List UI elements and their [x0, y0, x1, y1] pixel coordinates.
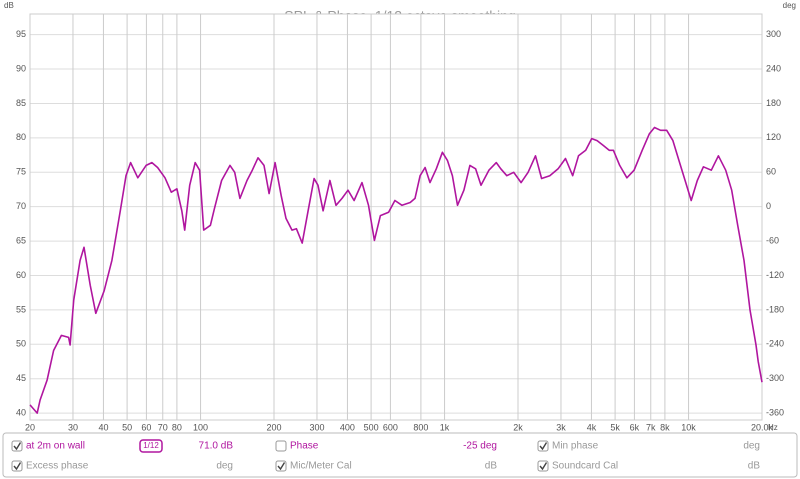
- checkmark: [13, 462, 22, 471]
- x-tick-label: 300: [309, 422, 324, 432]
- x-tick-label: 100: [193, 422, 208, 432]
- x-tick-label: 60: [141, 422, 151, 432]
- y2-unit: deg: [783, 1, 796, 10]
- smoothing-button[interactable]: [139, 439, 163, 453]
- checkbox[interactable]: [275, 440, 287, 452]
- y-tick-label: 50: [16, 339, 26, 349]
- y-tick-label: 95: [16, 29, 26, 39]
- y2-tick-label: 120: [766, 132, 781, 142]
- item-label: at 2m on wall: [26, 441, 85, 452]
- y-tick-label: 85: [16, 98, 26, 108]
- x-tick-label: 10k: [681, 422, 696, 432]
- y2-tick-label: -300: [766, 373, 784, 383]
- x-tick-label: 2k: [513, 422, 523, 432]
- y2-tick-label: 0: [766, 201, 771, 211]
- x-tick-label: 500: [364, 422, 379, 432]
- x-tick-label: 7k: [646, 422, 656, 432]
- checkmark: [277, 462, 286, 471]
- x-tick-label: 4k: [587, 422, 597, 432]
- item-value: deg: [743, 441, 760, 452]
- y-tick-label: 60: [16, 270, 26, 280]
- item-value: 71.0 dB: [199, 441, 234, 452]
- plot-area: [29, 13, 763, 421]
- x-unit: Hz: [768, 423, 778, 432]
- x-tick-label: 80: [172, 422, 182, 432]
- y-tick-label: 90: [16, 63, 26, 73]
- item-value: deg: [216, 461, 233, 472]
- item-label: Mic/Meter Cal: [290, 461, 352, 472]
- x-tick-label: 5k: [610, 422, 620, 432]
- x-tick-label: 400: [340, 422, 355, 432]
- x-tick-label: 200: [266, 422, 281, 432]
- y2-tick-label: -120: [766, 270, 784, 280]
- y2-tick-label: 60: [766, 167, 776, 177]
- y2-tick-label: 300: [766, 29, 781, 39]
- y2-tick-label: -180: [766, 304, 784, 314]
- y-tick-label: 45: [16, 373, 26, 383]
- y-tick-label: 55: [16, 304, 26, 314]
- item-label: Excess phase: [26, 461, 89, 472]
- control-panel: [2, 432, 798, 478]
- x-tick-label: 50: [122, 422, 132, 432]
- x-tick-label: 8k: [660, 422, 670, 432]
- item-value: -25 deg: [463, 441, 497, 452]
- y-tick-label: 75: [16, 167, 26, 177]
- x-tick-label: 1k: [440, 422, 450, 432]
- y-tick-label: 65: [16, 235, 26, 245]
- item-value: dB: [485, 461, 498, 472]
- checkmark: [539, 442, 548, 451]
- item-value: dB: [748, 461, 761, 472]
- y-tick-label: 40: [16, 407, 26, 417]
- x-tick-label: 20: [25, 422, 35, 432]
- x-tick-label: 30: [68, 422, 78, 432]
- x-tick-label: 70: [158, 422, 168, 432]
- y-unit: dB: [4, 1, 14, 10]
- x-tick-label: 800: [413, 422, 428, 432]
- x-tick-label: 6k: [630, 422, 640, 432]
- item-label: Phase: [290, 441, 319, 452]
- y2-tick-label: 240: [766, 63, 781, 73]
- x-tick-label: 600: [383, 422, 398, 432]
- smoothing-label: 1/12: [143, 441, 159, 450]
- x-tick-label: 20.0k: [751, 422, 774, 432]
- y-tick-label: 80: [16, 132, 26, 142]
- item-label: Min phase: [552, 441, 599, 452]
- y2-tick-label: -60: [766, 235, 779, 245]
- y2-tick-label: -360: [766, 407, 784, 417]
- x-tick-label: 3k: [556, 422, 566, 432]
- checkmark: [539, 462, 548, 471]
- y2-tick-label: 180: [766, 98, 781, 108]
- checkmark: [13, 442, 22, 451]
- y2-tick-label: -240: [766, 339, 784, 349]
- item-label: Soundcard Cal: [552, 461, 618, 472]
- y-tick-label: 70: [16, 201, 26, 211]
- spl-line: [29, 126, 763, 414]
- x-tick-label: 40: [98, 422, 108, 432]
